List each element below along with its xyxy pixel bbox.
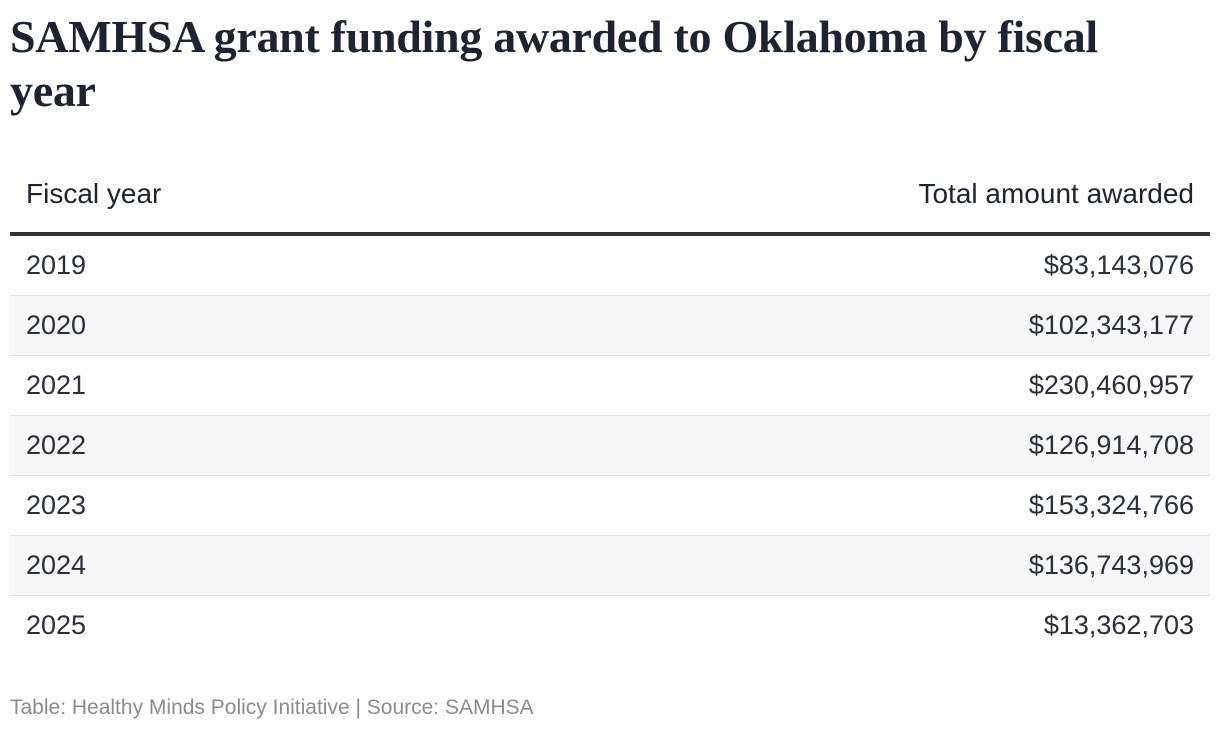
fiscal-year-cell: 2025 [26,610,87,640]
column-header-fiscal-year: Fiscal year [10,156,433,236]
fiscal-year-cell: 2019 [10,234,433,296]
funding-table: Fiscal year Total amount awarded 2019 $8… [10,156,1210,655]
table-title: SAMHSA grant funding awarded to Oklahoma… [10,11,1098,116]
table-row: 2021 $230,460,957 [10,355,1210,416]
fiscal-year-cell: 2022 [10,415,433,476]
amount-awarded-cell: $13,362,703 [1043,610,1194,640]
amount-awarded-cell: $102,343,177 [432,295,1210,356]
table-row: 2020 $102,343,177 [10,295,1210,356]
column-header-total-amount: Total amount awarded [432,156,1210,236]
table-row: 2025 $13,362,703 [10,596,1210,656]
table-row: 2019 $83,143,076 [10,234,1210,296]
table-row: 2022 $126,914,708 [10,415,1210,476]
table-row: 2024 $136,743,969 [10,535,1210,596]
table-header-row: Fiscal year Total amount awarded [10,156,1210,236]
amount-awarded-cell: $153,324,766 [432,475,1210,536]
table-row: 2023 $153,324,766 [10,475,1210,536]
fiscal-year-cell: 2021 [10,355,433,416]
amount-awarded-cell: $230,460,957 [432,355,1210,416]
fiscal-year-cell: 2024 [10,535,433,596]
amount-awarded-cell: $126,914,708 [432,415,1210,476]
source-footer: Table: Healthy Minds Policy Initiative |… [10,696,534,719]
amount-awarded-cell: $136,743,969 [432,535,1210,596]
amount-awarded-cell: $83,143,076 [432,234,1210,296]
fiscal-year-cell: 2023 [10,475,433,536]
fiscal-year-cell: 2020 [10,295,433,356]
